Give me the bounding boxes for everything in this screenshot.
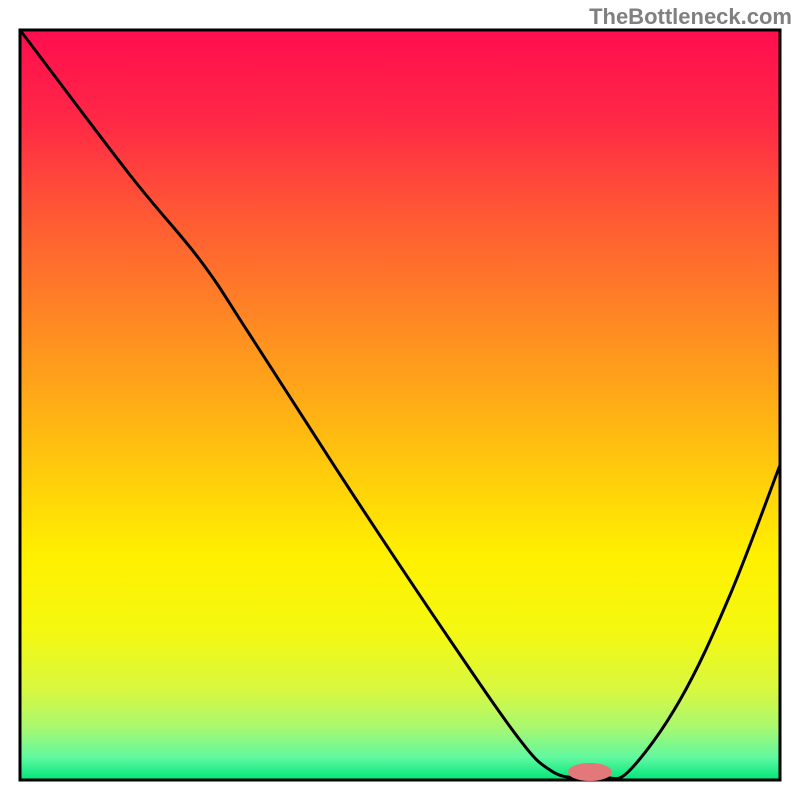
plot-background (20, 30, 780, 780)
watermark-text: TheBottleneck.com (589, 4, 792, 30)
chart-container: TheBottleneck.com (0, 0, 800, 800)
bottleneck-chart (0, 0, 800, 800)
optimal-marker (568, 763, 612, 781)
